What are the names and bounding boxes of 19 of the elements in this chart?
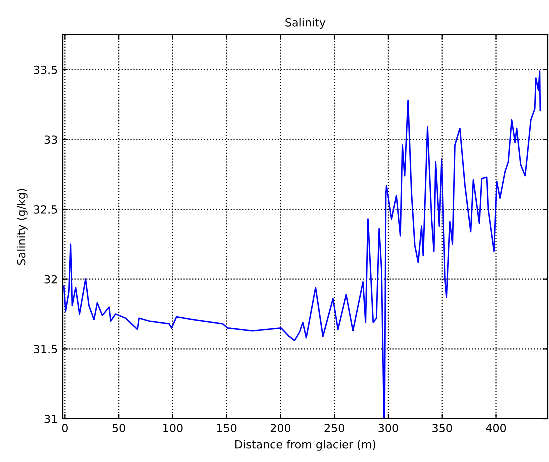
x-tick-label: 50 (112, 424, 126, 432)
y-tick-label: 32.5 (34, 206, 58, 214)
x-tick-label: 150 (217, 424, 237, 432)
x-tick-label: 200 (270, 424, 291, 432)
chart-title: Salinity (286, 18, 326, 29)
y-tick-label: 32 (44, 275, 58, 284)
x-axis-title: Distance from glacier (m) (236, 440, 376, 451)
line-series (63, 70, 542, 419)
x-tick-label: 100 (164, 424, 183, 432)
y-tick-label: 33.5 (34, 66, 58, 74)
x-tick-label: 300 (378, 424, 398, 432)
x-tick-label: 250 (324, 424, 344, 432)
y-tick-label: 33 (44, 136, 58, 144)
x-tick-label: 350 (432, 424, 452, 432)
y-axis-title: Salinity (g/kg) (17, 189, 28, 266)
y-tick-label: 31 (44, 414, 58, 424)
y-tick-label: 31.5 (34, 345, 58, 354)
x-tick-label: 0 (62, 424, 68, 432)
x-tick-label: 400 (486, 424, 506, 432)
